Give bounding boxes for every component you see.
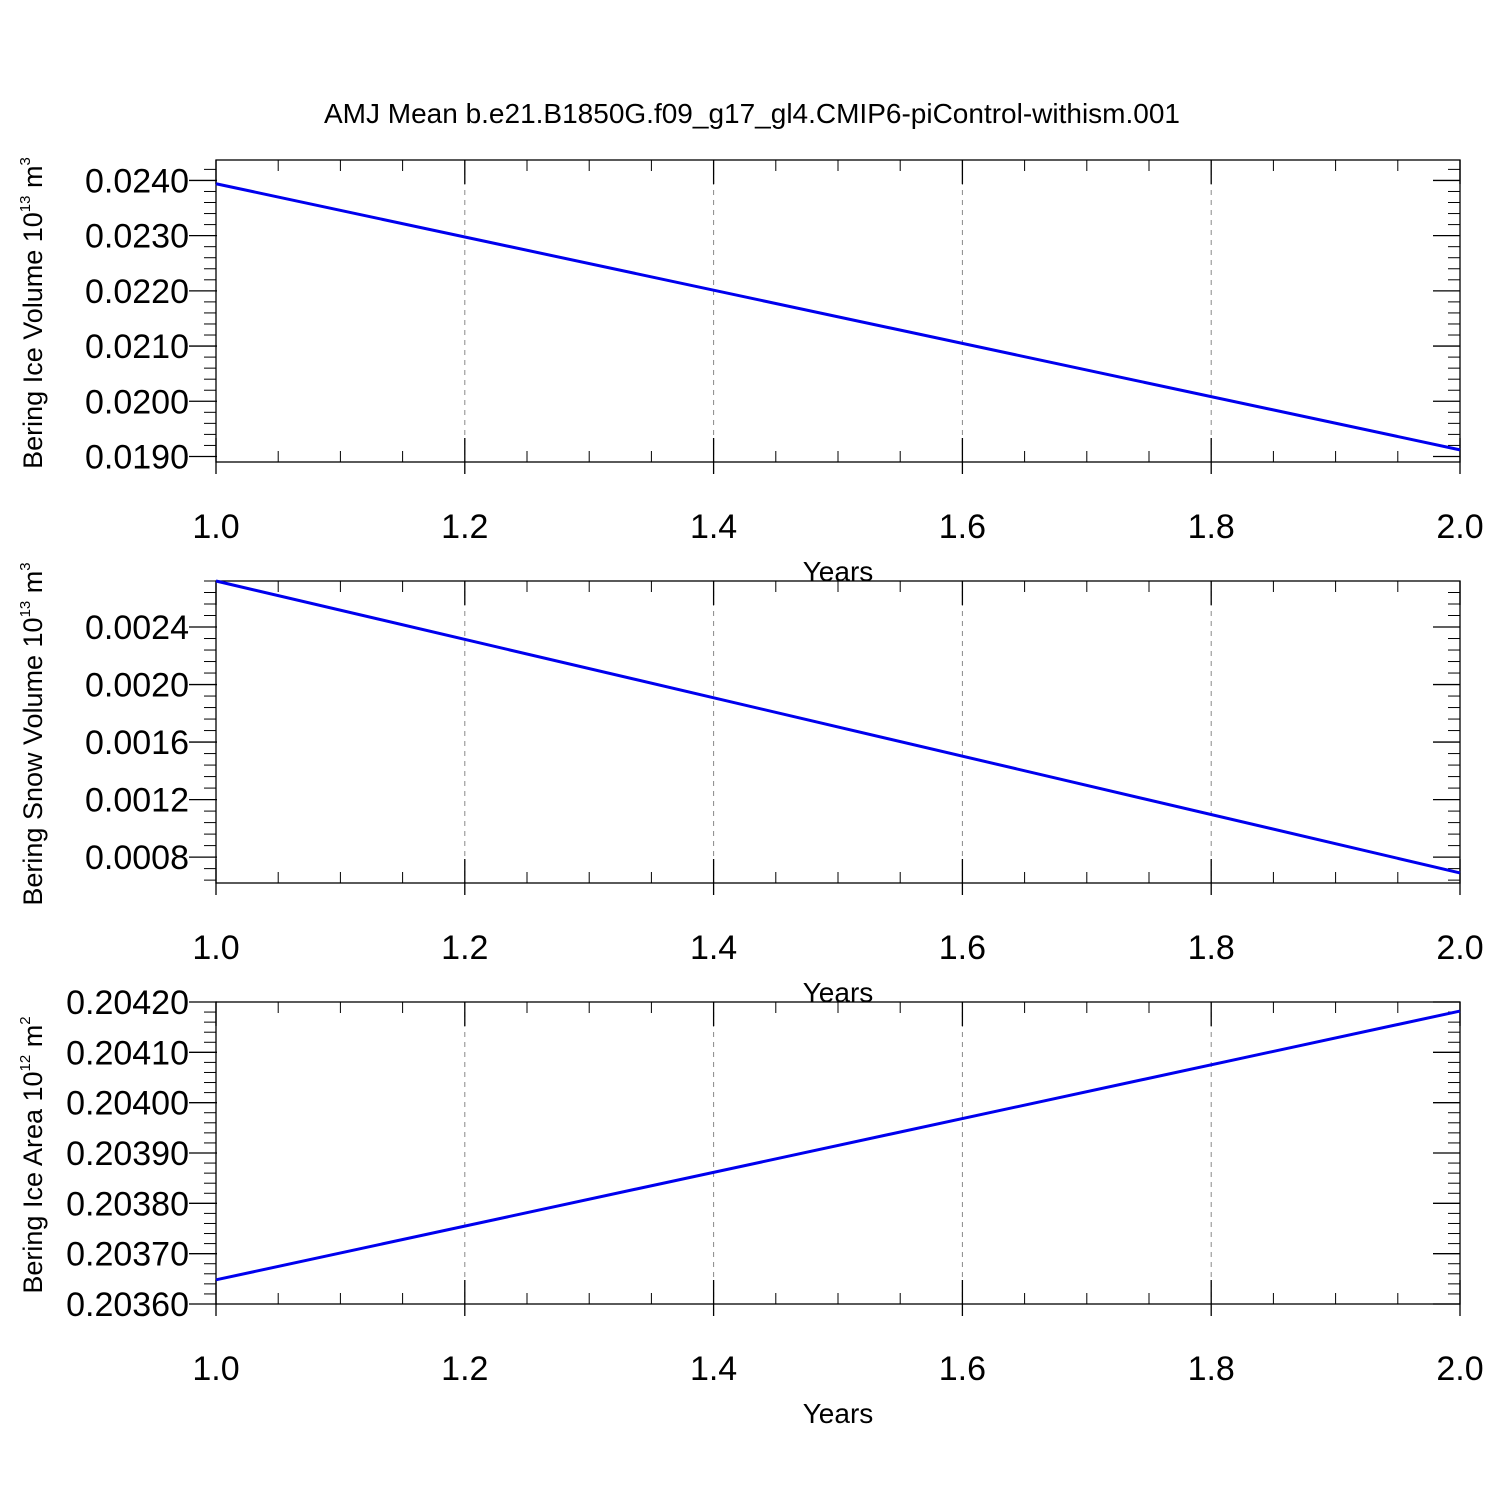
x-tick-label: 1.8 [1188, 508, 1235, 546]
y-tick-label: 0.0016 [85, 724, 189, 762]
y-axis-label-part: Bering Ice Area 10 [18, 1071, 48, 1293]
y-tick-label: 0.0012 [85, 782, 189, 820]
y-tick-label: 0.0230 [85, 218, 189, 256]
y-axis-label-superscript: 12 [17, 1055, 34, 1072]
x-tick-label: 1.0 [192, 1350, 239, 1388]
x-tick-label: 1.2 [441, 1350, 488, 1388]
y-tick-label: 0.0190 [85, 438, 189, 476]
x-tick-label: 1.6 [939, 508, 986, 546]
panel-1: 1.0 1.2 1.4 1.6 1.8 2.0 0.0190 0.0200 0.0210 0.02… [17, 157, 1484, 587]
x-tick-label: 2.0 [1436, 508, 1483, 546]
x-tick-label: 1.8 [1188, 1350, 1235, 1388]
y-axis-label-superscript: 13 [17, 195, 34, 212]
y-axis-label: Bering Snow Volume 1013 m3 [17, 562, 48, 905]
y-tick-label: 0.0020 [85, 667, 189, 705]
y-tick-label: 0.0220 [85, 273, 189, 311]
y-tick-label: 0.0024 [85, 609, 189, 647]
series-line [215, 1009, 1461, 1282]
y-axis-label-part: m [18, 571, 48, 601]
x-tick-label: 1.6 [939, 1350, 986, 1388]
series-line [215, 182, 1461, 452]
y-axis-label-part: Bering Snow Volume 10 [18, 617, 48, 905]
y-tick-label: 0.20410 [66, 1034, 189, 1072]
y-tick-label: 0.0240 [85, 162, 189, 200]
series-line [215, 579, 1461, 875]
x-tick-label: 1.6 [939, 929, 986, 967]
y-axis-label-part: Bering Ice Volume 10 [18, 212, 48, 469]
y-axis-label-superscript: 13 [17, 601, 34, 618]
y-tick-label: 0.0210 [85, 328, 189, 366]
y-axis-label-part: m [18, 1025, 48, 1055]
y-axis-label-superscript: 3 [17, 562, 34, 570]
plot-frame [215, 159, 1461, 463]
y-axis-label-superscript: 3 [17, 157, 34, 165]
y-tick-label: 0.20380 [66, 1185, 189, 1223]
x-tick-label: 1.0 [192, 508, 239, 546]
y-tick-label: 0.20400 [66, 1085, 189, 1123]
x-tick-label: 2.0 [1436, 929, 1483, 967]
x-tick-label: 1.2 [441, 508, 488, 546]
panel-2: 1.0 1.2 1.4 1.6 1.8 2.0 0.0008 0.0012 0.0016 0.00… [17, 562, 1484, 1008]
y-tick-label: 0.20420 [66, 984, 189, 1022]
y-tick-label: 0.20370 [66, 1236, 189, 1274]
panels: 1.0 1.2 1.4 1.6 1.8 2.0 0.0190 0.0200 0.0210 0.02… [17, 157, 1484, 1429]
y-tick-label: 0.20390 [66, 1135, 189, 1173]
y-axis-label-part: m [18, 165, 48, 195]
y-axis-label: Bering Ice Area 1012 m2 [17, 1016, 48, 1293]
plot-frame [215, 1001, 1461, 1305]
x-tick-label: 1.4 [690, 508, 737, 546]
y-tick-label: 0.0008 [85, 839, 189, 877]
y-axis-label: Bering Ice Volume 1013 m3 [17, 157, 48, 469]
y-tick-label: 0.0200 [85, 383, 189, 421]
panel-3: 1.0 1.2 1.4 1.6 1.8 2.0 0.20360 0.20370 0.20380 0… [17, 984, 1484, 1429]
x-tick-label: 1.0 [192, 929, 239, 967]
x-tick-label: 1.2 [441, 929, 488, 967]
y-tick-label: 0.20360 [66, 1286, 189, 1324]
x-tick-label: 1.4 [690, 929, 737, 967]
figure-title: AMJ Mean b.e21.B1850G.f09_g17_gl4.CMIP6-… [324, 98, 1180, 129]
x-tick-label: 1.8 [1188, 929, 1235, 967]
x-axis-label: Years [803, 1398, 874, 1429]
x-tick-label: 2.0 [1436, 1350, 1483, 1388]
x-tick-label: 1.4 [690, 1350, 737, 1388]
plot-frame [215, 580, 1461, 884]
y-axis-label-superscript: 2 [17, 1016, 34, 1024]
